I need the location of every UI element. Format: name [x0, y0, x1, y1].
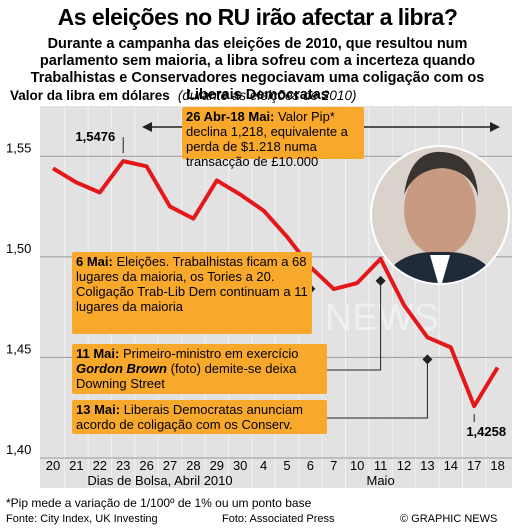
annotation-text: Liberais Democratas anunciam acordo de c… [76, 402, 303, 432]
x-axis-title: Dias de Bolsa, Abril 2010 [87, 473, 232, 488]
x-tick-label: 27 [163, 458, 177, 473]
value-label: 1,4258 [466, 424, 506, 439]
annotation-date: 6 Mai: [76, 254, 113, 269]
y-tick-label: 1,40 [6, 442, 31, 457]
price-line [51, 159, 500, 409]
x-tick-label: 7 [330, 458, 337, 473]
credit: © GRAPHIC NEWS [400, 513, 498, 525]
photo [370, 145, 510, 285]
annotation: 11 Mai: Primeiro-ministro em exercício G… [72, 344, 327, 394]
annotation-pointer [327, 359, 428, 419]
x-tick-label: 21 [69, 458, 83, 473]
x-tick-label: 23 [116, 458, 130, 473]
annotation-date: 26 Abr-18 Mai: [186, 109, 275, 124]
x-tick-label: 30 [233, 458, 247, 473]
annotation-pointer [327, 280, 382, 371]
value-label: 1,5476 [75, 129, 115, 144]
x-tick-label: 11 [374, 458, 388, 473]
x-tick-label: 4 [260, 458, 267, 473]
footnote: *Pip mede a variação de 1/100º de 1% ou … [6, 496, 312, 510]
photo-credit: Foto: Associated Press [222, 513, 335, 525]
annotation-date: 13 Mai: [76, 402, 121, 417]
annotation-marker [422, 354, 433, 365]
y-tick-label: 1,55 [6, 140, 31, 155]
x-tick-label: 10 [350, 458, 364, 473]
x-tick-label: 28 [186, 458, 200, 473]
x-axis-title-2: Maio [367, 473, 395, 488]
x-tick-label: 12 [397, 458, 411, 473]
annotation-text: Valor Pip* declina 1,218, equivalente a … [186, 109, 348, 169]
x-tick-label: 20 [46, 458, 60, 473]
x-tick-label: 22 [93, 458, 107, 473]
x-tick-label: 13 [420, 458, 434, 473]
x-tick-label: 14 [444, 458, 458, 473]
annotation-date: 11 Mai: [76, 346, 120, 361]
y-label-note: (durante as eleições de 2010) [177, 88, 357, 103]
annotation-text: Eleições. Trabalhistas ficam a 68 lugare… [76, 254, 308, 314]
annotation: 13 Mai: Liberais Democratas anunciam aco… [72, 400, 327, 434]
x-tick-label: 6 [307, 458, 314, 473]
x-tick-label: 5 [283, 458, 290, 473]
annotation-marker [375, 275, 386, 286]
x-tick-label: 18 [490, 458, 504, 473]
y-tick-label: 1,45 [6, 341, 31, 356]
source: Fonte: City Index, UK Investing [6, 513, 158, 525]
title: As eleições no RU irão afectar a libra? [57, 4, 458, 30]
annotation: 26 Abr-18 Mai: Valor Pip* declina 1,218,… [182, 107, 364, 169]
x-tick-label: 26 [139, 458, 153, 473]
y-label: Valor da libra em dólares [10, 88, 170, 103]
annotation-text: Primeiro-ministro em exercício [122, 346, 299, 361]
annotation-text: (foto) demite-se deixa Downing Street [76, 361, 297, 391]
y-axis-title: Valor da libra em dólares (durante as ele… [10, 88, 356, 103]
x-tick-label: 17 [467, 458, 481, 473]
x-tick-label: 29 [210, 458, 224, 473]
annotation: 6 Mai: Eleições. Trabalhistas ficam a 68… [72, 252, 312, 334]
annotation-emphasis: Gordon Brown [76, 361, 167, 376]
subtitle: Durante a campanha das eleições de 2010,… [30, 36, 485, 103]
y-tick-label: 1,50 [6, 241, 31, 256]
